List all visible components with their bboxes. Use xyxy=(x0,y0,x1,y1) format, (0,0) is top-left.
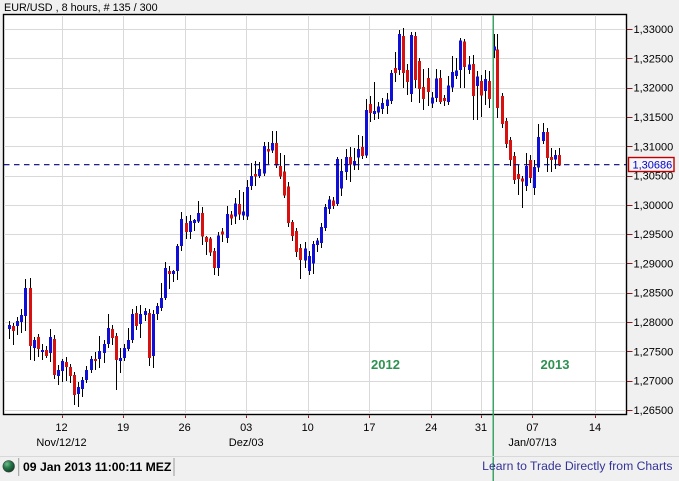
svg-text:1,29000: 1,29000 xyxy=(634,258,674,270)
svg-text:1,32500: 1,32500 xyxy=(634,53,674,65)
svg-text:1,30686: 1,30686 xyxy=(633,160,673,172)
svg-text:1,28500: 1,28500 xyxy=(634,288,674,300)
svg-text:Jan/07/13: Jan/07/13 xyxy=(508,437,556,449)
svg-text:10: 10 xyxy=(302,422,314,434)
svg-text:1,31500: 1,31500 xyxy=(634,112,674,124)
svg-text:26: 26 xyxy=(178,422,190,434)
svg-text:14: 14 xyxy=(589,422,601,434)
svg-text:1,33000: 1,33000 xyxy=(634,24,674,36)
svg-text:EUR/USD , 8 hours, # 135 / 300: EUR/USD , 8 hours, # 135 / 300 xyxy=(4,2,158,14)
svg-text:03: 03 xyxy=(240,422,252,434)
svg-text:Learn to Trade Directly from C: Learn to Trade Directly from Charts xyxy=(482,459,672,473)
svg-text:1,27000: 1,27000 xyxy=(634,376,674,388)
svg-text:Nov/12/12: Nov/12/12 xyxy=(36,437,86,449)
svg-text:07: 07 xyxy=(526,422,538,434)
svg-text:1,30000: 1,30000 xyxy=(634,200,674,212)
svg-text:1,32000: 1,32000 xyxy=(634,83,674,95)
svg-text:1,28000: 1,28000 xyxy=(634,317,674,329)
svg-text:24: 24 xyxy=(425,422,437,434)
svg-text:2012: 2012 xyxy=(371,357,400,372)
svg-text:09 Jan 2013 11:00:11 MEZ: 09 Jan 2013 11:00:11 MEZ xyxy=(23,460,172,474)
svg-text:2013: 2013 xyxy=(541,357,570,372)
svg-text:19: 19 xyxy=(117,422,129,434)
svg-text:31: 31 xyxy=(475,422,487,434)
svg-text:1,27500: 1,27500 xyxy=(634,346,674,358)
svg-text:1,29500: 1,29500 xyxy=(634,229,674,241)
svg-text:17: 17 xyxy=(363,422,375,434)
svg-text:1,31000: 1,31000 xyxy=(634,141,674,153)
svg-text:12: 12 xyxy=(55,422,67,434)
svg-text:1,26500: 1,26500 xyxy=(634,405,674,417)
svg-text:1,30500: 1,30500 xyxy=(634,171,674,183)
svg-text:Dez/03: Dez/03 xyxy=(229,437,264,449)
